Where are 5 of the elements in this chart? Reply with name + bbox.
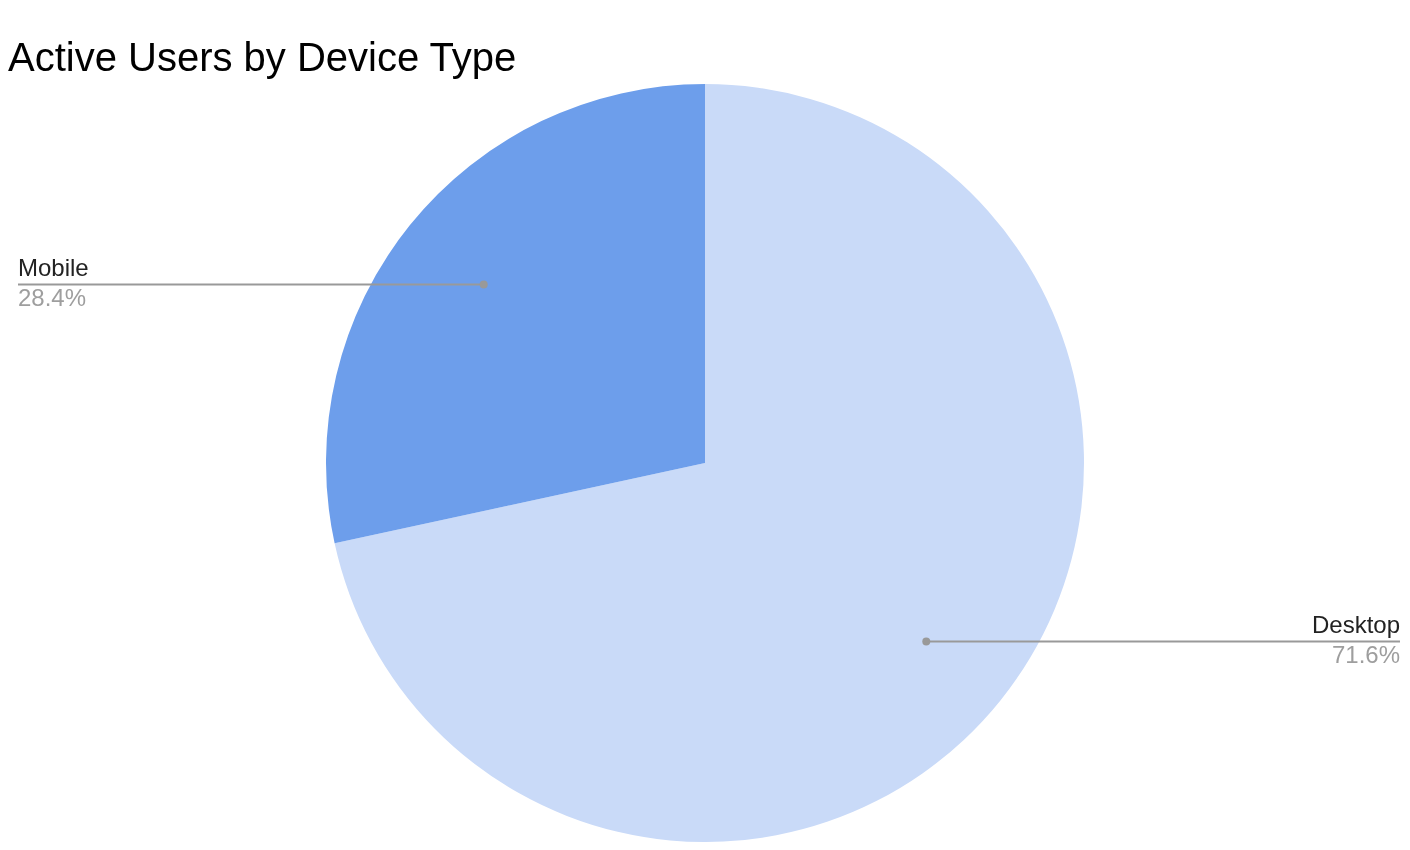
data-label: 28.4% [18, 284, 87, 312]
chart-title: Active Users by Device Type [8, 35, 517, 80]
slice-label: Mobile [18, 254, 89, 282]
slice-label: Desktop [1311, 611, 1400, 639]
data-label: 71.6% [1331, 641, 1400, 669]
